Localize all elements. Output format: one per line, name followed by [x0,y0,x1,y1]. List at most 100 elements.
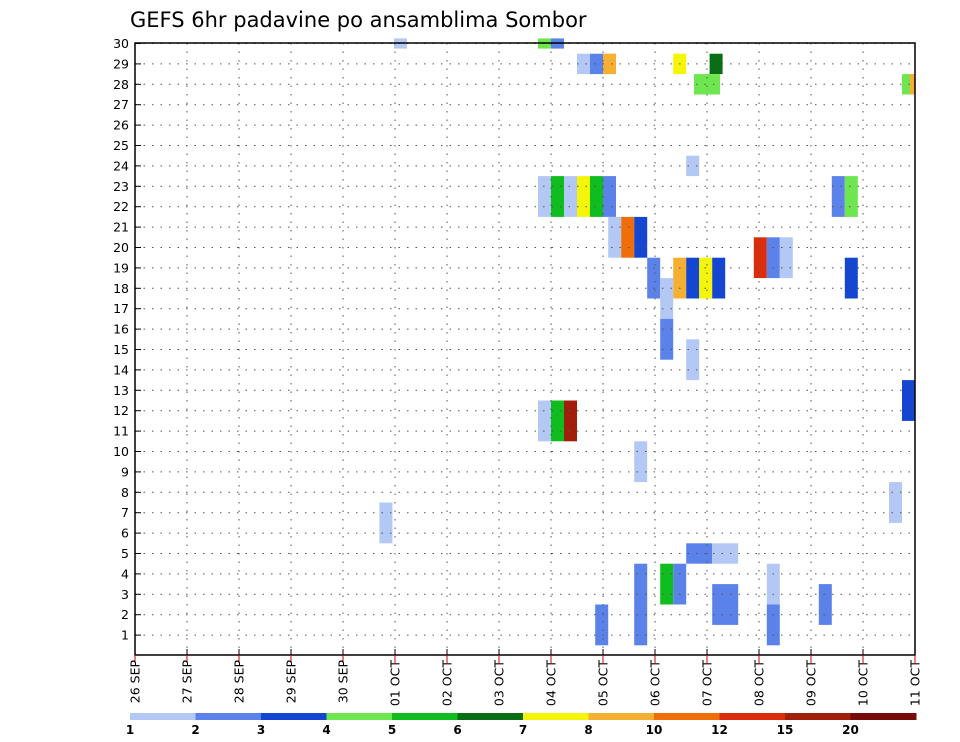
x-axis-ticks: 26 SEP 27 SEP 28 SEP 29 SEP 30 SEP 01 OCT 02 O… [128,649,923,706]
x-tick-label: 05 OCT [596,660,611,706]
precip-cell [660,563,674,605]
colorbar-label: 4 [322,723,330,737]
colorbar-label: 10 [646,723,663,737]
precip-cell [686,543,713,564]
x-tick-label: 29 SEP [284,660,299,704]
precip-cell [909,74,915,95]
precip-cell [766,237,780,279]
colorbar-label: 6 [453,723,461,737]
y-tick-label: 3 [121,587,129,602]
colorbar-swatch [785,713,851,720]
colorbar-swatch [326,713,393,720]
precip-cell [603,53,616,75]
precip-cell [660,318,674,360]
y-tick-label: 14 [113,362,129,377]
y-tick-label: 24 [113,158,129,173]
precip-cell [712,584,739,625]
y-tick-label: 4 [121,566,129,581]
colorbar-swatch [195,713,262,720]
precip-cell [889,482,902,523]
precip-cell [686,339,700,381]
precip-cell [577,176,590,217]
x-tick-label: 30 SEP [336,660,351,704]
precip-cell [660,278,674,319]
y-tick-label: 1 [121,628,129,643]
x-tick-label: 08 OCT [752,660,767,706]
x-tick-label: 01 OCT [388,660,403,706]
y-tick-label: 12 [113,403,129,418]
y-tick-label: 19 [113,260,129,275]
precip-cell [590,53,603,75]
precip-cell [709,53,723,75]
precip-cell [551,176,564,217]
y-tick-label: 15 [113,342,129,357]
x-tick-label: 04 OCT [544,660,559,706]
precip-cell [551,400,564,442]
y-tick-label: 6 [121,526,129,541]
y-tick-label: 8 [121,485,129,500]
precip-cell [564,176,577,217]
y-tick-label: 21 [113,220,129,235]
colorbar-swatch [719,713,786,720]
precip-cell [608,216,622,258]
precip-cell [538,176,551,217]
y-tick-label: 30 [113,36,129,51]
precip-cell [634,563,648,605]
precip-cell [634,604,648,646]
y-tick-label: 18 [113,281,129,296]
y-tick-label: 13 [113,383,129,398]
precip-cell [673,257,687,299]
precip-cell [766,563,780,605]
precip-cell [590,176,603,217]
x-tick-label: 11 OCT [908,660,923,706]
y-tick-label: 28 [113,77,129,92]
y-tick-label: 2 [121,607,129,622]
colorbar-label: 3 [257,723,265,737]
y-tick-label: 10 [113,444,129,459]
colorbar-label: 7 [519,723,527,737]
precip-cell [818,584,832,625]
grid-lines [135,43,915,655]
y-tick-label: 20 [113,240,129,255]
y-axis-ticks: 1234567891011121314151617181920212223242… [113,36,141,643]
colorbar-swatch [130,713,196,720]
y-tick-label: 29 [113,56,129,71]
colorbar-label: 12 [711,723,728,737]
y-tick-label: 25 [113,138,129,153]
precip-cell [686,155,700,177]
precip-cell [647,257,661,299]
precip-cell [712,257,726,299]
colorbar-swatch [850,713,917,720]
precip-cell [844,257,858,299]
precip-cell [699,257,713,299]
colorbar-label: 1 [126,723,134,737]
y-tick-label: 7 [121,505,129,520]
precip-cell [766,604,780,646]
precip-cell [621,216,635,258]
y-tick-label: 5 [121,546,129,561]
precip-cell [634,216,648,258]
precip-cell [577,53,590,75]
x-tick-label: 06 OCT [648,660,663,706]
y-tick-label: 23 [113,179,129,194]
colorbar-swatch [523,713,589,720]
precip-cell [694,74,720,95]
precip-cell [831,176,845,217]
precip-cell [686,257,700,299]
colorbar-swatch [457,713,524,720]
precip-cell [595,604,609,646]
y-tick-label: 27 [113,97,129,112]
precip-cell [902,380,915,421]
x-tick-label: 10 OCT [856,660,871,706]
y-tick-label: 22 [113,199,129,214]
precipitation-cells [379,38,915,646]
colorbar-label: 2 [191,723,199,737]
y-tick-label: 16 [113,322,129,337]
colorbar-swatch [588,713,655,720]
x-tick-label: 02 OCT [440,660,455,706]
precip-cell [673,563,687,605]
colorbar: 1 2 3 4 5 6 7 8 10 12 15 20 [126,713,917,737]
precip-cell [753,237,767,279]
precip-cell [779,237,793,279]
